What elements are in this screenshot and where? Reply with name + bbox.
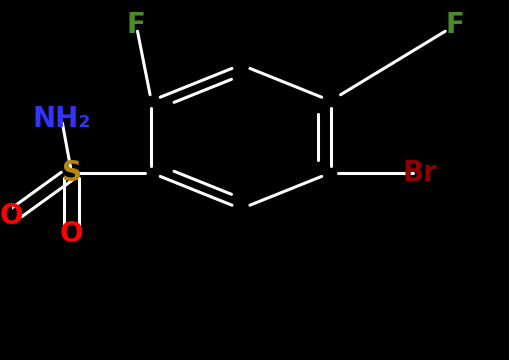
Text: F: F — [445, 11, 464, 39]
Text: S: S — [62, 159, 81, 187]
Text: F: F — [127, 11, 146, 39]
Text: Br: Br — [402, 159, 437, 187]
Text: NH₂: NH₂ — [33, 105, 91, 133]
Text: O: O — [60, 220, 83, 248]
Text: O: O — [0, 202, 23, 230]
